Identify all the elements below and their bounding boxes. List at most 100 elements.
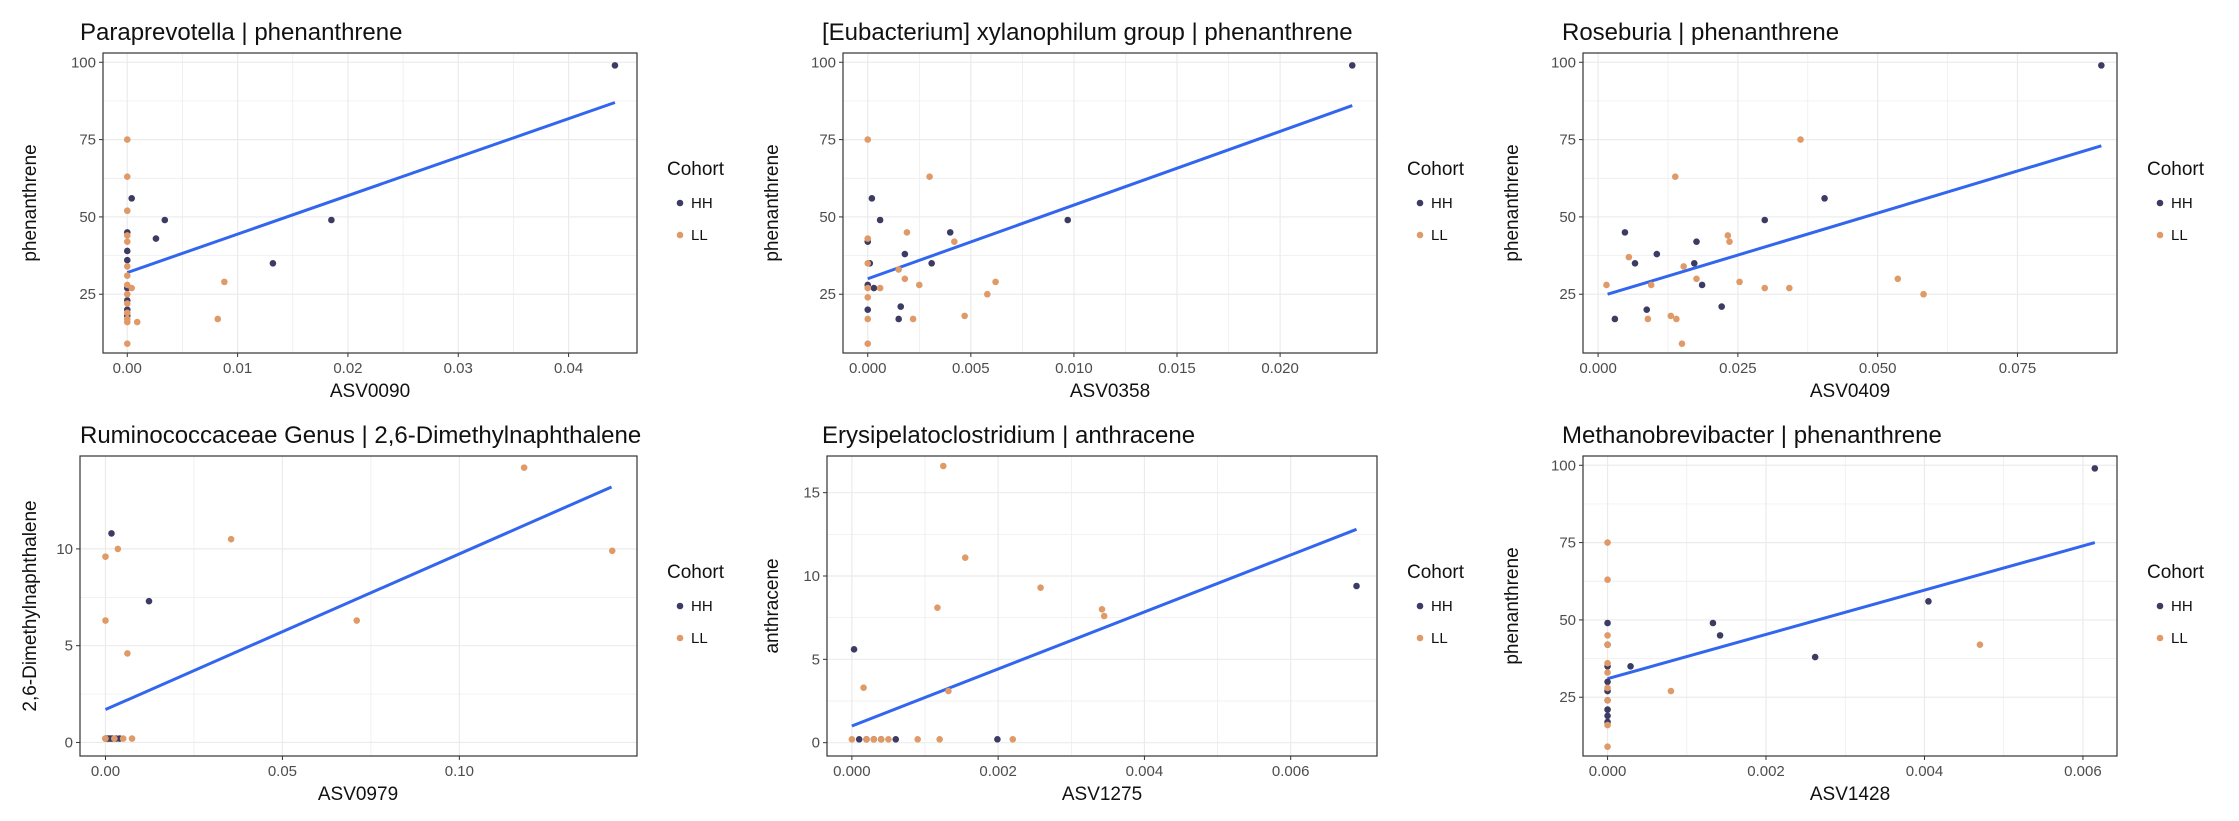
data-point-hh bbox=[1621, 229, 1629, 236]
y-tick-label: 75 bbox=[1559, 535, 1576, 552]
data-point-hh bbox=[870, 284, 878, 292]
data-point-hh bbox=[850, 646, 858, 653]
x-tick-label: 0.03 bbox=[444, 360, 473, 377]
data-point-ll bbox=[1644, 315, 1652, 323]
data-point-ll bbox=[1667, 312, 1675, 320]
panel-6: 0.000 0.002 0.004 0.006 25 50 75 100 Methanobre… bbox=[1502, 422, 2205, 805]
plot-border bbox=[102, 52, 638, 354]
plot-border bbox=[79, 455, 638, 757]
data-point-hh bbox=[994, 736, 1001, 743]
x-tick-label: 0.000 bbox=[833, 763, 871, 780]
data-point-ll bbox=[353, 617, 361, 624]
data-point-ll bbox=[123, 238, 131, 245]
regression-line bbox=[126, 101, 616, 275]
data-point-ll bbox=[123, 232, 131, 239]
y-tick-label: 25 bbox=[1559, 689, 1576, 706]
data-point-hh bbox=[1811, 653, 1819, 661]
data-point-hh bbox=[1709, 619, 1717, 627]
data-point-ll bbox=[123, 309, 131, 317]
data-point-ll bbox=[863, 736, 870, 743]
data-point-ll bbox=[128, 735, 136, 742]
data-point-ll bbox=[864, 260, 872, 267]
data-point-ll bbox=[903, 229, 911, 236]
plot-area: 0.000 0.002 0.004 0.006 0 5 10 15 bbox=[803, 455, 1378, 780]
data-point-hh bbox=[1604, 619, 1611, 627]
data-point-ll bbox=[1786, 284, 1793, 292]
data-point-ll bbox=[934, 604, 941, 611]
data-point-hh bbox=[123, 247, 131, 255]
panel-title: [Eubacterium] xylanophilum group | phena… bbox=[822, 19, 1353, 46]
x-tick-label: 0.002 bbox=[1747, 763, 1785, 780]
data-point-hh bbox=[128, 195, 135, 202]
data-point-ll bbox=[939, 462, 947, 470]
data-point-ll bbox=[901, 275, 909, 283]
data-point-ll bbox=[114, 545, 122, 553]
data-point-ll bbox=[984, 290, 991, 298]
panel-title: Paraprevotella | phenanthrene bbox=[80, 19, 402, 46]
data-point-hh bbox=[1718, 303, 1725, 310]
data-point-ll bbox=[123, 300, 131, 307]
plot-area: 0.00 0.05 0.10 0 5 10 bbox=[56, 455, 638, 780]
x-tick-label: 0.00 bbox=[113, 360, 142, 377]
y-tick-label: 75 bbox=[1559, 132, 1576, 149]
data-point-ll bbox=[864, 284, 872, 292]
data-point-ll bbox=[876, 284, 884, 292]
legend-key-ll bbox=[676, 231, 684, 239]
data-point-ll bbox=[1603, 281, 1610, 289]
data-point-hh bbox=[1761, 216, 1769, 224]
plot-border bbox=[1582, 52, 2118, 354]
data-point-hh bbox=[1631, 260, 1639, 267]
data-point-hh bbox=[897, 303, 905, 310]
y-tick-label: 50 bbox=[1559, 209, 1576, 226]
legend-key-hh bbox=[676, 602, 684, 610]
data-point-ll bbox=[1100, 612, 1108, 620]
data-point-ll bbox=[1678, 340, 1686, 348]
panel-4: 0.00 0.05 0.10 0 5 10 Ruminococcaceae Genus |… bbox=[20, 422, 725, 805]
data-point-ll bbox=[102, 617, 109, 624]
y-tick-label: 100 bbox=[1551, 457, 1576, 474]
data-point-hh bbox=[328, 216, 335, 224]
legend-label-hh: HH bbox=[2171, 195, 2193, 212]
data-point-hh bbox=[1604, 706, 1611, 713]
y-axis-label: anthracene bbox=[762, 558, 783, 653]
data-point-ll bbox=[102, 735, 109, 742]
y-tick-label: 100 bbox=[811, 54, 836, 71]
legend-key-hh bbox=[2156, 199, 2164, 207]
data-point-ll bbox=[1604, 697, 1611, 704]
regression-line bbox=[851, 527, 1358, 728]
panel-5: 0.000 0.002 0.004 0.006 0 5 10 15 Erysipelatocl… bbox=[762, 422, 1465, 805]
x-tick-label: 0.006 bbox=[1272, 763, 1310, 780]
panel-title: Methanobrevibacter | phenanthrene bbox=[1562, 422, 1942, 449]
x-tick-label: 0.015 bbox=[1158, 360, 1196, 377]
data-point-ll bbox=[1604, 743, 1611, 751]
x-tick-label: 0.006 bbox=[2064, 763, 2102, 780]
legend-title: Cohort bbox=[1407, 562, 1465, 583]
legend-key-ll bbox=[676, 634, 684, 642]
data-point-hh bbox=[1653, 250, 1661, 258]
y-tick-label: 0 bbox=[812, 735, 820, 752]
legend-label-hh: HH bbox=[691, 598, 713, 615]
data-point-ll bbox=[1680, 263, 1687, 270]
x-tick-label: 0.000 bbox=[849, 360, 887, 377]
data-point-hh bbox=[269, 260, 277, 267]
data-point-ll bbox=[864, 315, 872, 323]
legend-title: Cohort bbox=[1407, 159, 1465, 180]
legend-key-ll bbox=[1416, 231, 1424, 239]
data-point-ll bbox=[1797, 136, 1804, 143]
legend-key-hh bbox=[676, 199, 684, 207]
data-point-ll bbox=[951, 238, 958, 245]
y-tick-label: 15 bbox=[803, 485, 820, 502]
data-point-hh bbox=[108, 530, 115, 537]
x-tick-label: 0.01 bbox=[223, 360, 252, 377]
data-point-ll bbox=[123, 272, 131, 279]
data-point-ll bbox=[864, 235, 872, 242]
legend-label-hh: HH bbox=[1431, 195, 1453, 212]
legend-key-hh bbox=[1416, 602, 1424, 610]
data-point-ll bbox=[1037, 584, 1044, 591]
y-tick-label: 25 bbox=[1559, 286, 1576, 303]
data-point-ll bbox=[860, 684, 867, 691]
data-point-hh bbox=[2098, 62, 2105, 69]
x-tick-label: 0.050 bbox=[1859, 360, 1897, 377]
legend-title: Cohort bbox=[2147, 562, 2205, 583]
